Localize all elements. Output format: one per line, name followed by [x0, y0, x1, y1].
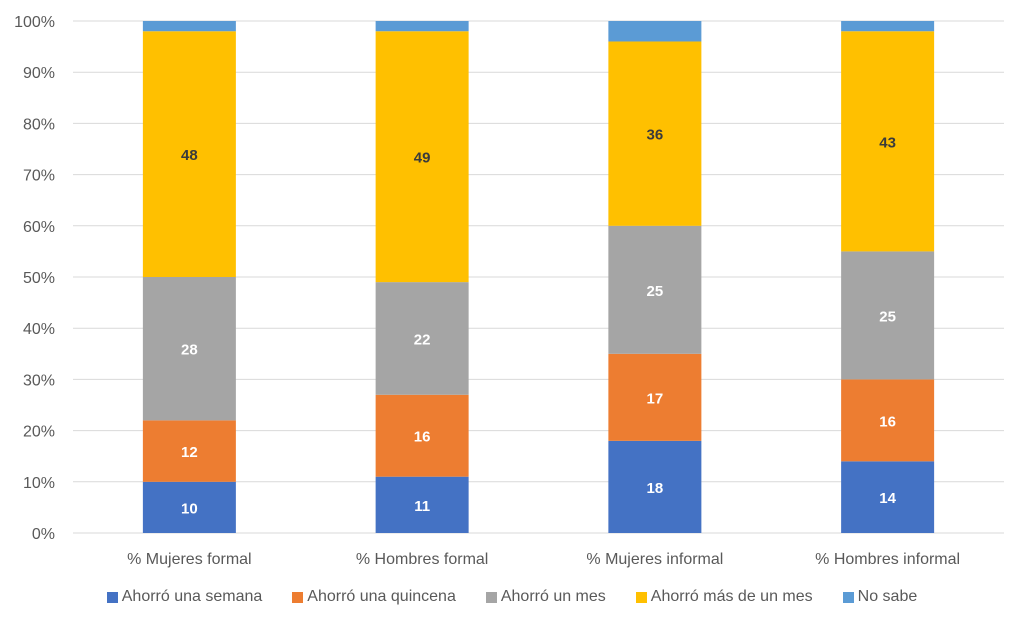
- legend-item: No sabe: [842, 588, 918, 606]
- data-label: 14: [879, 490, 896, 507]
- y-tick-label: 70%: [23, 168, 55, 185]
- x-category-label: % Mujeres informal: [586, 551, 723, 568]
- data-label: 16: [414, 429, 431, 446]
- bar-segment: [608, 440, 702, 533]
- bar-segment: [841, 31, 935, 252]
- legend-swatch-icon: [292, 591, 304, 603]
- data-label: 28: [181, 342, 198, 359]
- x-category-label: % Mujeres formal: [127, 551, 251, 568]
- bar-segment: [375, 31, 469, 283]
- bar-segment: [375, 21, 469, 32]
- y-tick-label: 50%: [23, 270, 55, 287]
- y-tick-label: 30%: [23, 372, 55, 389]
- bar-segment: [841, 461, 935, 533]
- bar-segment: [375, 282, 469, 395]
- y-tick-label: 60%: [23, 219, 55, 236]
- data-labels: 10 12 28 48 11 16 22 49 18 17 25 36 14 16 25 43: [181, 127, 897, 518]
- x-category-label: % Hombres formal: [356, 551, 488, 568]
- y-axis-ticks: 0% 10% 20% 30% 40% 50% 60% 70% 80% 90% 100%: [14, 14, 55, 543]
- x-axis-categories: % Mujeres formal % Hombres formal % Mujere…: [127, 551, 960, 568]
- bar-segment: [142, 277, 236, 421]
- data-label: 17: [647, 390, 664, 407]
- data-label: 25: [879, 308, 896, 325]
- y-tick-label: 20%: [23, 424, 55, 441]
- bar-segment: [608, 21, 702, 42]
- data-label: 16: [879, 413, 896, 430]
- stacked-bar-chart: 0% 10% 20% 30% 40% 50% 60% 70% 80% 90% 100% 10 12 28…: [14, 14, 1004, 568]
- bar-segment: [841, 379, 935, 462]
- y-tick-label: 0%: [32, 526, 55, 543]
- data-label: 25: [647, 283, 664, 300]
- legend-label: Ahorró más de un mes: [650, 588, 813, 605]
- legend-label: Ahorró un mes: [500, 588, 606, 605]
- legend-swatch-icon: [842, 591, 854, 603]
- bar-segment: [142, 481, 236, 533]
- bar-segment: [375, 394, 469, 477]
- legend-swatch-icon: [635, 591, 647, 603]
- y-tick-label: 80%: [23, 116, 55, 133]
- data-label: 11: [414, 498, 430, 515]
- bar-segment: [375, 476, 469, 533]
- bar-segment: [142, 21, 236, 32]
- data-label: 10: [181, 500, 198, 517]
- legend-item: Ahorró una semana: [106, 588, 263, 606]
- legend-swatch-icon: [106, 591, 118, 603]
- data-label: 36: [647, 127, 664, 144]
- data-label: 18: [647, 480, 664, 497]
- bars: [142, 21, 935, 533]
- data-label: 43: [879, 134, 896, 151]
- data-label: 22: [414, 331, 431, 348]
- y-tick-label: 100%: [14, 14, 55, 31]
- x-category-label: % Hombres informal: [815, 551, 960, 568]
- legend-item: Ahorró más de un mes: [635, 588, 813, 606]
- data-label: 48: [181, 147, 198, 164]
- legend-label: No sabe: [857, 588, 918, 605]
- legend-item: Ahorró un mes: [485, 588, 606, 606]
- data-label: 12: [181, 444, 198, 461]
- bar-segment: [841, 251, 935, 380]
- bar-segment: [608, 353, 702, 441]
- legend: Ahorró una semana Ahorró una quincena Ahor…: [0, 588, 1024, 606]
- bar-segment: [841, 21, 935, 32]
- legend-label: Ahorró una quincena: [307, 588, 456, 605]
- legend-item: Ahorró una quincena: [292, 588, 456, 606]
- legend-label: Ahorró una semana: [121, 588, 263, 605]
- y-tick-label: 90%: [23, 65, 55, 82]
- bar-segment: [142, 31, 236, 277]
- data-label: 49: [414, 150, 431, 167]
- bar-segment: [608, 41, 702, 226]
- y-tick-label: 10%: [23, 475, 55, 492]
- y-tick-label: 40%: [23, 321, 55, 338]
- legend-swatch-icon: [485, 591, 497, 603]
- bar-segment: [142, 420, 236, 482]
- bar-segment: [608, 225, 702, 354]
